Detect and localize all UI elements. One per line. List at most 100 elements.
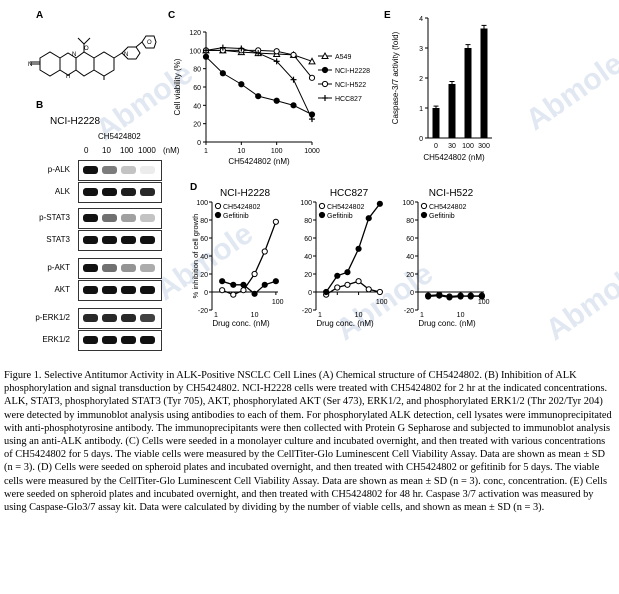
blot-band [121,166,136,174]
e-bar [480,28,488,138]
blot-band [121,336,136,344]
c-x-tick-label: 10 [237,148,245,155]
d-legend-marker [214,202,222,210]
blot-band [102,336,117,344]
d-series-line [325,280,381,296]
c-legend-marker [321,80,329,88]
chart-e-caspase: 0 1 2 3 4 0 30 100 300 CH5424802 (nM) Caspase-3/7 … [391,16,492,162]
d-data-point [219,287,226,294]
blot-band [83,286,98,294]
c-x-tick-label: 100 [271,148,283,155]
panel-label-c: C [168,10,176,21]
blot-compound: CH5424802 [98,132,141,141]
panel-label-d: D [190,182,198,193]
c-y-tick-label: 100 [189,48,201,55]
d-data-point [446,294,453,301]
blot-band [102,236,117,244]
blot-band [121,264,136,272]
blot-band [102,286,117,294]
blot-band [121,214,136,222]
e-bar [448,84,456,138]
c-y-tick-label: 80 [193,67,201,74]
c-legend-label: NCI-H2228 [335,68,370,75]
blot-band [102,214,117,222]
d-data-point [376,288,383,296]
d-x-axis-label: Drug conc. (nM) [212,319,270,328]
c-y-tick-label: 60 [193,85,201,92]
d-data-point [240,287,247,294]
blot-strip [78,258,162,279]
d-x-tick-label: 1 [318,312,322,319]
d-x-tick-label: 10 [355,312,363,319]
d-data-point [478,293,485,300]
d-y-tick-label: 60 [406,236,414,243]
d-y-tick-label: 40 [304,254,312,261]
c-data-point [202,53,210,60]
d-data-point [376,200,383,207]
d-data-point [365,215,372,222]
d-y-tick-label: 80 [304,218,312,225]
e-y-tick-label: 0 [419,136,423,143]
d-x-tick-label: 100 [376,299,388,306]
d-data-point [457,293,464,300]
d-data-point [251,290,258,297]
d-y-tick-label: 100 [402,200,414,207]
blot-conc-label: 10 [102,146,111,155]
watermark: Abmole [540,256,619,348]
c-data-point [273,97,280,104]
d-legend-marker [420,211,428,219]
c-y-tick-label: 120 [189,30,201,37]
d-data-point [323,288,330,296]
d-x-tick-label: 100 [272,299,284,306]
d-x-tick-label: 100 [478,299,490,306]
c-y-axis-label: Cell viability (%) [173,58,182,115]
e-y-tick-label: 2 [419,76,423,83]
d-data-point [219,278,226,285]
c-data-point [290,102,297,109]
d-y-tick-label: 100 [196,200,208,207]
d-y-axis-label: % inhibition of cell growth [191,214,200,299]
e-bar [464,48,472,138]
d-y-tick-label: 80 [406,218,414,225]
e-y-tick-label: 3 [419,46,423,53]
d-legend-marker [318,202,326,210]
blot-band [83,236,98,244]
blot-conc-unit: (nM) [163,146,180,155]
e-x-tick-label: 100 [462,143,474,150]
d-panel-title: HCC827 [330,188,369,199]
blot-band [121,314,136,322]
c-legend-marker [321,51,329,59]
c-x-tick-label: 1000 [304,148,320,155]
blot-band [83,214,98,222]
d-data-point [355,245,362,252]
blot-band [83,336,98,344]
blot-strip [78,308,162,329]
d-data-point [230,291,237,298]
blot-strip [78,208,162,229]
d-data-point [467,292,474,299]
figure-caption: Figure 1. Selective Antitumor Activity i… [4,370,612,514]
e-x-tick-label: 300 [478,143,490,150]
d-panel-title: NCI-H522 [429,188,474,199]
blot-band [140,336,155,344]
d-y-tick-label: -20 [198,308,208,315]
e-x-axis-label: CH5424802 (nM) [423,153,485,162]
d-legend-label: CH5424802 [327,204,364,211]
blot-band [83,188,98,196]
d-legend-label: Gefitinib [429,213,455,220]
blot-band [140,188,155,196]
d-legend-label: Gefitinib [327,213,353,220]
blot-band [121,236,136,244]
d-y-tick-label: -20 [302,308,312,315]
d-legend-label: CH5424802 [223,204,260,211]
d-legend-marker [318,211,326,219]
blot-band [140,314,155,322]
svg-text:N: N [124,52,128,58]
d-y-tick-label: 40 [200,254,208,261]
d-y-tick-label: 100 [300,200,312,207]
e-y-tick-label: 4 [419,16,423,23]
blot-row-label: AKT [54,285,70,294]
d-y-tick-label: -20 [404,308,414,315]
d-y-tick-label: 0 [410,290,414,297]
d-data-point [272,218,279,225]
